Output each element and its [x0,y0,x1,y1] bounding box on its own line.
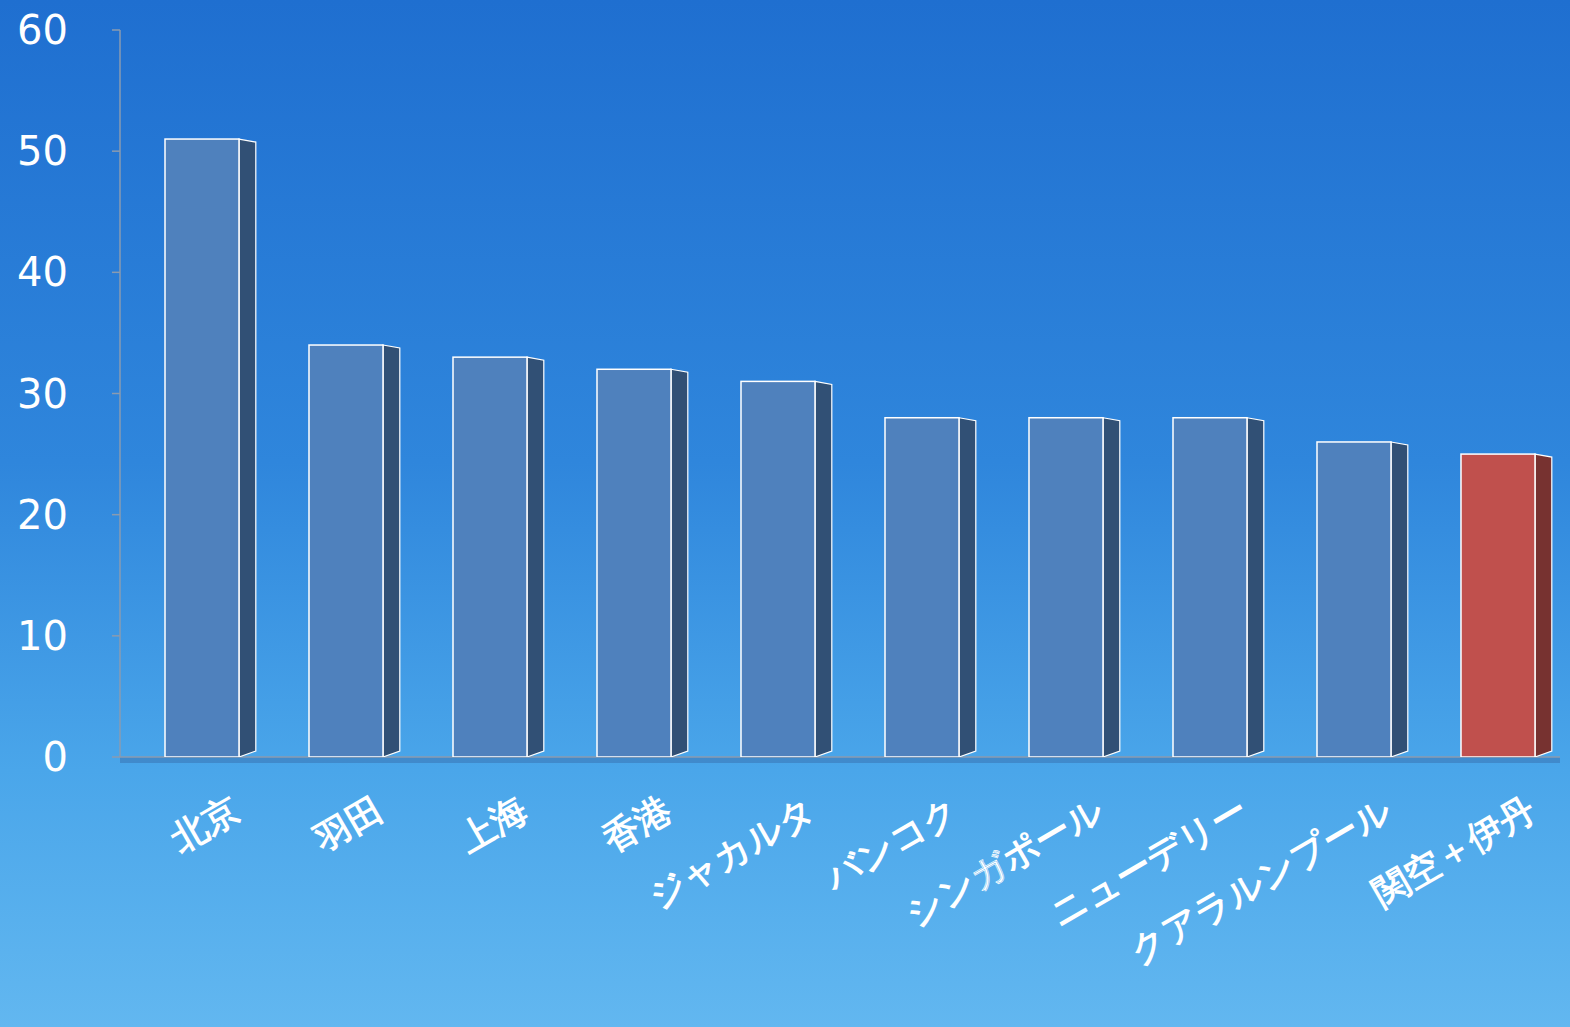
y-tick-label: 40 [17,249,68,295]
x-tick-label: 北京 [162,788,246,860]
bar [885,418,959,757]
bar [1029,418,1103,757]
y-tick [112,635,120,637]
x-tick-label: 羽田 [305,788,390,861]
bar-side [527,357,544,757]
bar-side [815,381,832,757]
bar-side [1391,442,1408,757]
bar [741,381,815,757]
x-tick-label: ジャカルタ [641,788,822,916]
y-tick [112,29,120,31]
x-tick-label: 香港 [594,788,678,860]
bar-side [383,345,400,757]
bar [1173,418,1247,757]
bars [165,139,1552,757]
y-tick-label: 10 [17,613,68,659]
floor [120,757,1560,763]
bar [165,139,239,757]
bar [1317,442,1391,757]
bar-side [1535,454,1552,757]
bar-side [1247,418,1264,757]
bar [597,369,671,757]
x-tick-label: 関空＋伊丹 [1366,788,1542,914]
bar [1461,454,1535,757]
bar-side [671,369,688,757]
y-tick-label: 20 [17,492,68,538]
y-tick-label: 30 [17,371,68,417]
y-tick-label: 60 [17,7,68,53]
y-tick [112,272,120,274]
y-tick [112,393,120,395]
x-tick-label: 上海 [451,788,534,860]
bar-side [239,139,256,757]
bar [453,357,527,757]
bar-side [959,418,976,757]
y-tick-label: 0 [43,734,68,780]
y-tick [112,150,120,152]
bar [309,345,383,757]
chart: 0102030405060北京羽田上海香港ジャカルタバンコクシンガポールニューデ… [0,0,1570,1027]
y-tick-label: 50 [17,128,68,174]
y-tick [112,756,120,758]
bar-side [1103,418,1120,757]
y-tick [112,514,120,516]
x-tick-label: クアラルンプール [1122,788,1398,971]
